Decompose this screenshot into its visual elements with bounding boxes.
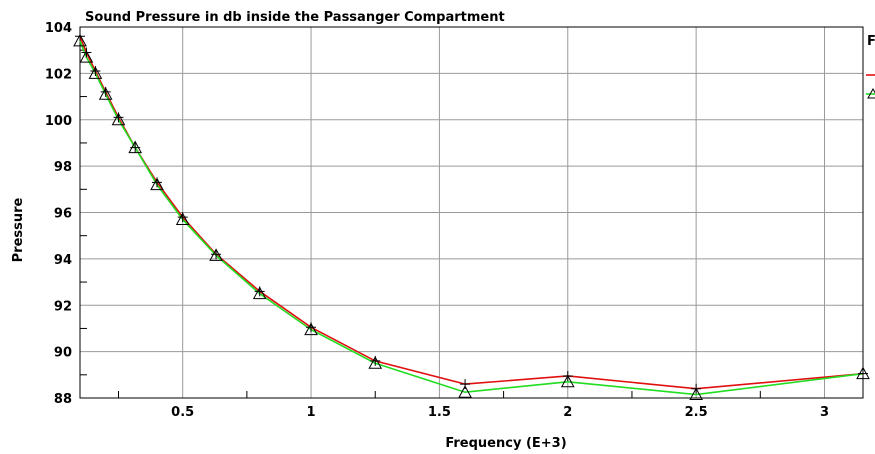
grid [80, 27, 863, 398]
y-axis-label: Pressure [11, 197, 26, 262]
plus-marker [81, 47, 92, 58]
chart-title: Sound Pressure in db inside the Passange… [85, 10, 505, 25]
series-group [73, 31, 870, 401]
plot-frame [79, 26, 864, 399]
triangle-marker [252, 286, 267, 300]
x-tick-label: 1 [307, 405, 316, 420]
triangle-marker [856, 366, 870, 380]
x-tick-label: 0.5 [171, 405, 194, 420]
series-line-1 [79, 35, 864, 390]
legend-title: F [867, 34, 875, 49]
plus-marker [460, 379, 471, 390]
triangle-marker [560, 374, 575, 388]
legend-items [866, 74, 875, 99]
y-tick-label: 98 [54, 160, 72, 175]
y-tick-label: 104 [45, 21, 72, 36]
triangle-marker [88, 66, 103, 79]
triangle-marker [368, 356, 383, 369]
x-tick-label: 2 [563, 405, 572, 420]
y-tick-labels: 88 90 92 94 96 98 100 102 104 [45, 21, 72, 407]
plus-marker [211, 249, 222, 260]
triangle-marker [304, 322, 318, 336]
x-tick-labels: 0.5 1 1.5 2 2.5 3 [171, 405, 829, 420]
triangle-marker [98, 87, 113, 100]
x-tick-label: 3 [820, 405, 829, 420]
y-tick-label: 102 [45, 67, 72, 82]
triangle-marker [689, 387, 703, 401]
y-tick-label: 96 [54, 207, 72, 222]
triangle-marker [458, 385, 472, 398]
x-tick-label: 2.5 [685, 405, 708, 420]
triangle-marker [73, 33, 87, 47]
triangle-marker [79, 50, 94, 63]
minor-ticks [80, 49, 761, 398]
triangle-marker [175, 212, 190, 225]
triangle-marker [111, 112, 126, 126]
y-tick-label: 88 [54, 392, 72, 407]
legend: F [866, 34, 875, 99]
y-tick-label: 94 [54, 253, 72, 268]
y-tick-label: 92 [54, 299, 72, 314]
legend-triangle-marker [867, 87, 875, 99]
triangle-marker [209, 248, 223, 261]
series-line-2 [79, 40, 864, 396]
plus-marker [75, 31, 85, 42]
x-tick-label: 1.5 [428, 405, 451, 420]
triangle-marker [128, 140, 143, 154]
y-tick-label: 90 [54, 346, 72, 361]
triangle-marker [150, 177, 164, 191]
x-axis-label: Frequency (E+3) [445, 436, 566, 451]
y-tick-label: 100 [45, 114, 72, 129]
